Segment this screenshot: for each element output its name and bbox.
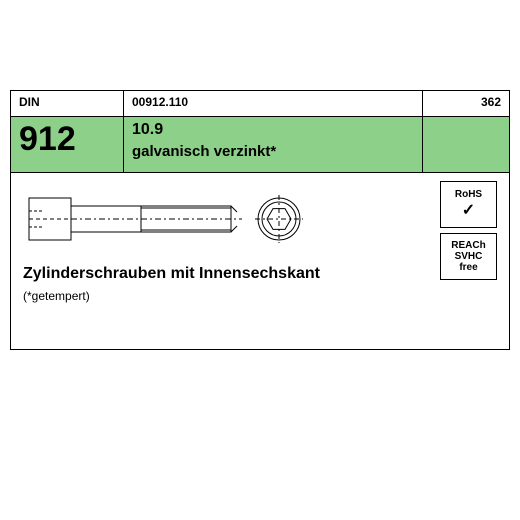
std-number-cell: 912 [11,117,124,172]
rohs-label: RoHS [455,189,482,200]
product-title: Zylinderschrauben mit Innensechskant [23,265,497,283]
screw-drawing [27,189,327,249]
header-std-label: DIN [11,91,124,116]
header-page: 362 [423,91,509,116]
green-row: 912 10.9 galvanisch verzinkt* [11,117,509,173]
grade: 10.9 [132,121,414,139]
std-number: 912 [19,121,115,158]
header-code: 00912.110 [124,91,423,116]
reach-line3: free [459,262,477,273]
green-spacer [423,117,509,172]
reach-badge: REACh SVHC free [440,233,497,280]
check-icon: ✓ [462,202,475,220]
reach-line1: REACh [451,240,485,251]
body: RoHS ✓ REACh SVHC free [11,173,509,313]
screw-svg [27,189,327,249]
grade-finish-cell: 10.9 galvanisch verzinkt* [124,117,423,172]
reach-line2: SVHC [455,251,483,262]
finish: galvanisch verzinkt* [132,143,414,160]
datasheet-card: DIN 00912.110 362 912 10.9 galvanisch ve… [10,90,510,350]
header-row: DIN 00912.110 362 [11,91,509,117]
footnote: (*getempert) [23,289,497,303]
rohs-badge: RoHS ✓ [440,181,497,228]
